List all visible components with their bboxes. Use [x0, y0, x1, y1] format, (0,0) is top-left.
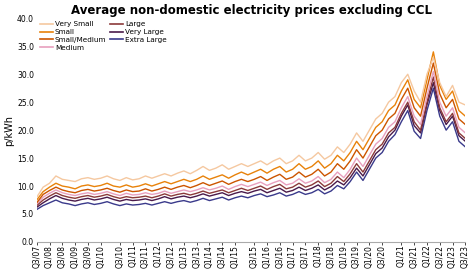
Title: Average non-domestic electricity prices excluding CCL: Average non-domestic electricity prices … [71, 4, 431, 17]
Y-axis label: p/kWh: p/kWh [4, 115, 14, 146]
Legend: Very Small, Small, Small/Medium, Medium, Large, Very Large, Extra Large: Very Small, Small, Small/Medium, Medium,… [38, 20, 168, 52]
